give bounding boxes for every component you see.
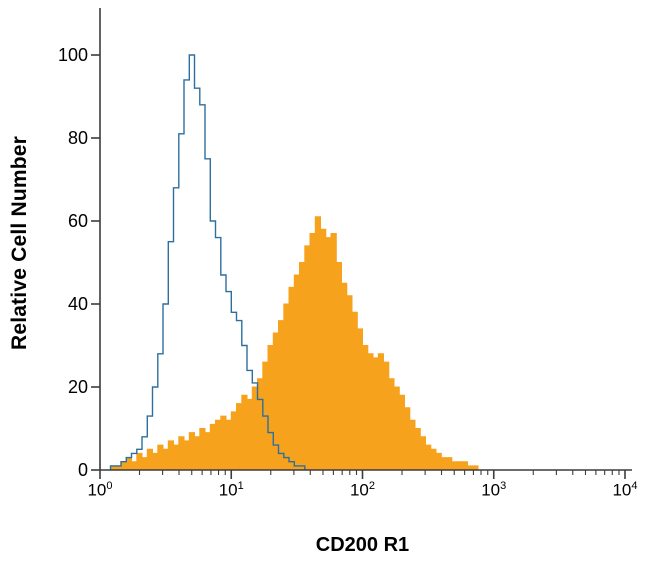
x-tick-label: 104: [612, 480, 638, 500]
y-tick-label: 0: [77, 460, 88, 480]
open-control-histogram: [109, 54, 306, 470]
y-tick-label: 40: [67, 294, 88, 314]
y-tick-label: 60: [67, 211, 88, 231]
y-tick-label: 80: [67, 128, 88, 148]
x-tick-label: 100: [87, 480, 113, 500]
x-tick-label: 102: [349, 480, 376, 500]
y-tick-label: 20: [67, 377, 88, 397]
x-tick-label: 103: [481, 480, 507, 500]
y-axis-title: Relative Cell Number: [8, 135, 31, 351]
filled-stained-histogram: [110, 216, 479, 471]
x-tick-label: 101: [218, 480, 244, 500]
y-tick-label: 100: [57, 45, 88, 65]
x-axis-title: CD200 R1: [315, 534, 410, 556]
